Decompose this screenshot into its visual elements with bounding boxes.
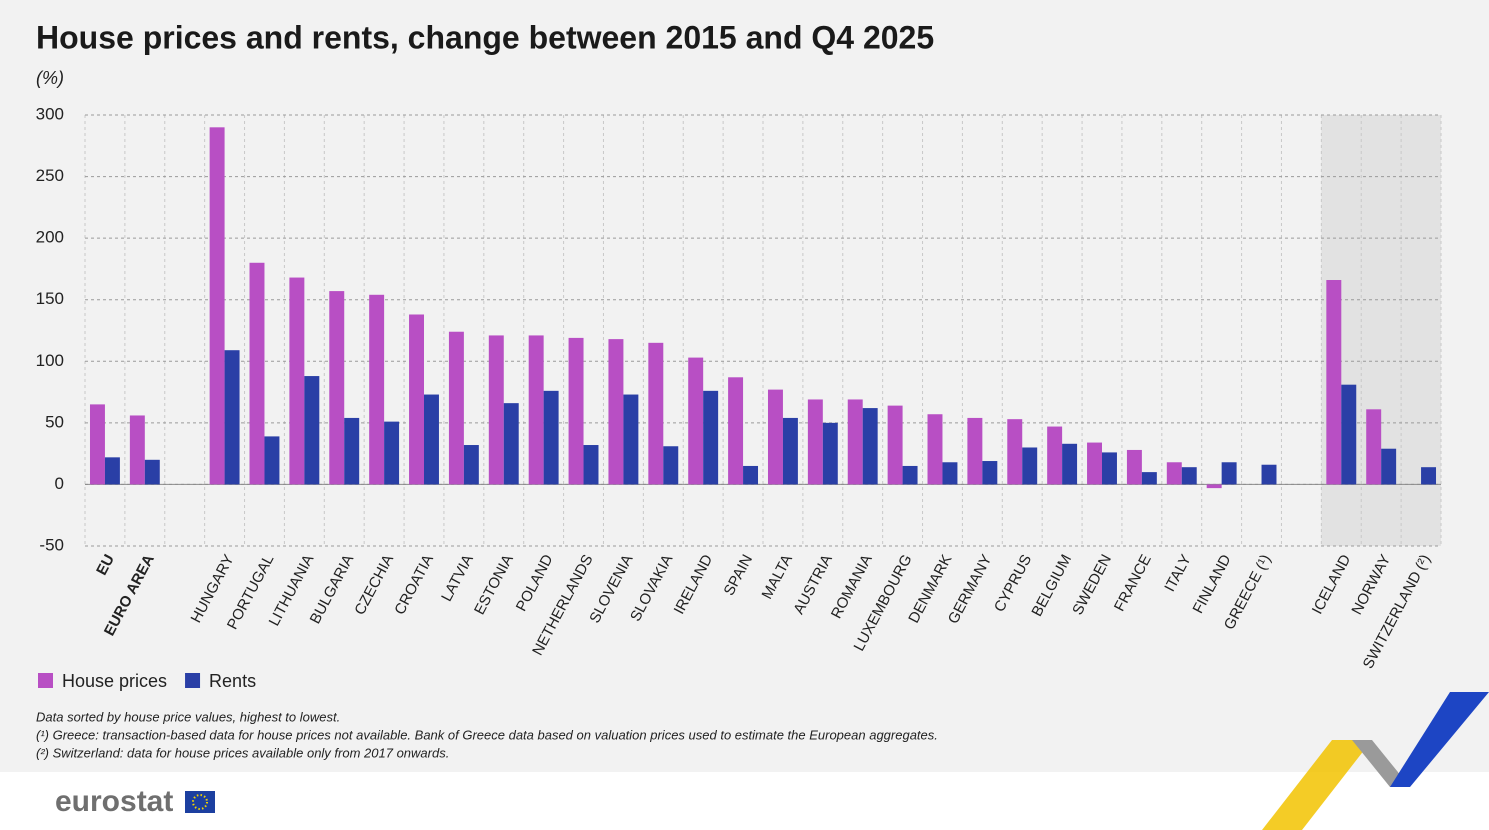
bar	[1126, 449, 1142, 485]
legend-swatch	[38, 673, 53, 688]
legend-label: Rents	[209, 671, 256, 691]
bar	[1007, 419, 1023, 485]
bar	[1326, 280, 1342, 485]
bar	[448, 331, 464, 485]
bar	[1366, 409, 1382, 485]
bar	[344, 417, 360, 485]
bar	[304, 376, 320, 485]
bar	[728, 377, 744, 485]
y-tick-label: 250	[36, 166, 64, 185]
bar	[583, 445, 599, 485]
deco-yellow	[1262, 740, 1372, 830]
bar	[743, 465, 759, 485]
bar	[648, 342, 664, 485]
bar	[104, 457, 120, 485]
bar	[264, 436, 280, 485]
bar	[623, 394, 639, 485]
bar	[543, 390, 559, 485]
bar	[503, 403, 519, 485]
bar	[1102, 452, 1117, 485]
bar	[942, 462, 958, 485]
bar	[369, 294, 385, 485]
chart-title: House prices and rents, change between 2…	[36, 19, 934, 55]
bar	[703, 390, 719, 485]
footnote: Data sorted by house price values, highe…	[36, 709, 340, 724]
bar	[463, 445, 479, 485]
bar	[1181, 467, 1197, 485]
bar	[249, 262, 265, 485]
y-tick-label: 0	[55, 474, 64, 493]
y-tick-label: 150	[36, 289, 64, 308]
bar	[688, 357, 704, 485]
bar	[129, 415, 145, 485]
bar	[1062, 443, 1078, 485]
bar	[289, 277, 305, 485]
bar	[144, 459, 160, 485]
bar	[1261, 464, 1277, 485]
y-tick-label: 300	[36, 104, 64, 123]
bar	[902, 465, 918, 485]
deco-blue	[1390, 692, 1489, 787]
footnote: (¹) Greece: transaction-based data for h…	[36, 727, 938, 742]
deco-grey	[1352, 740, 1410, 787]
bar	[887, 405, 903, 485]
bar	[1221, 462, 1237, 485]
background	[0, 0, 1489, 772]
eu-stars	[192, 794, 208, 810]
legend-label: House prices	[62, 671, 167, 691]
bar	[847, 399, 863, 485]
y-tick-label: 100	[36, 351, 64, 370]
bar	[1381, 448, 1397, 485]
bar	[568, 337, 584, 485]
eu-flag	[185, 791, 215, 813]
bar	[982, 461, 998, 485]
footnote: (²) Switzerland: data for house prices a…	[36, 745, 449, 760]
bar	[329, 291, 345, 485]
legend-swatch	[185, 673, 201, 688]
y-tick-label: -50	[39, 535, 64, 554]
bar	[1022, 447, 1038, 485]
y-tick-label: 200	[36, 228, 64, 247]
bar	[608, 339, 624, 485]
bar	[424, 394, 439, 485]
bar	[488, 335, 504, 485]
unit-label: (%)	[36, 68, 64, 88]
bar	[1141, 472, 1157, 485]
bar	[1166, 462, 1182, 485]
bar	[767, 389, 783, 485]
bar	[1421, 467, 1437, 485]
bar	[1206, 484, 1222, 489]
bar	[807, 399, 823, 485]
bar	[1047, 426, 1063, 485]
bar	[89, 404, 105, 485]
y-tick-label: 50	[45, 412, 64, 431]
bar	[528, 335, 544, 485]
bar	[409, 314, 424, 485]
bar	[1341, 384, 1357, 485]
bar	[1087, 442, 1102, 485]
bar	[967, 417, 983, 485]
bar	[927, 414, 943, 485]
bar	[384, 421, 400, 485]
bar	[822, 422, 838, 485]
bar	[663, 446, 679, 485]
bar	[782, 417, 798, 485]
bar	[209, 127, 225, 485]
logo-text: eurostat	[55, 785, 173, 818]
bar	[224, 350, 240, 485]
bar	[862, 408, 878, 485]
